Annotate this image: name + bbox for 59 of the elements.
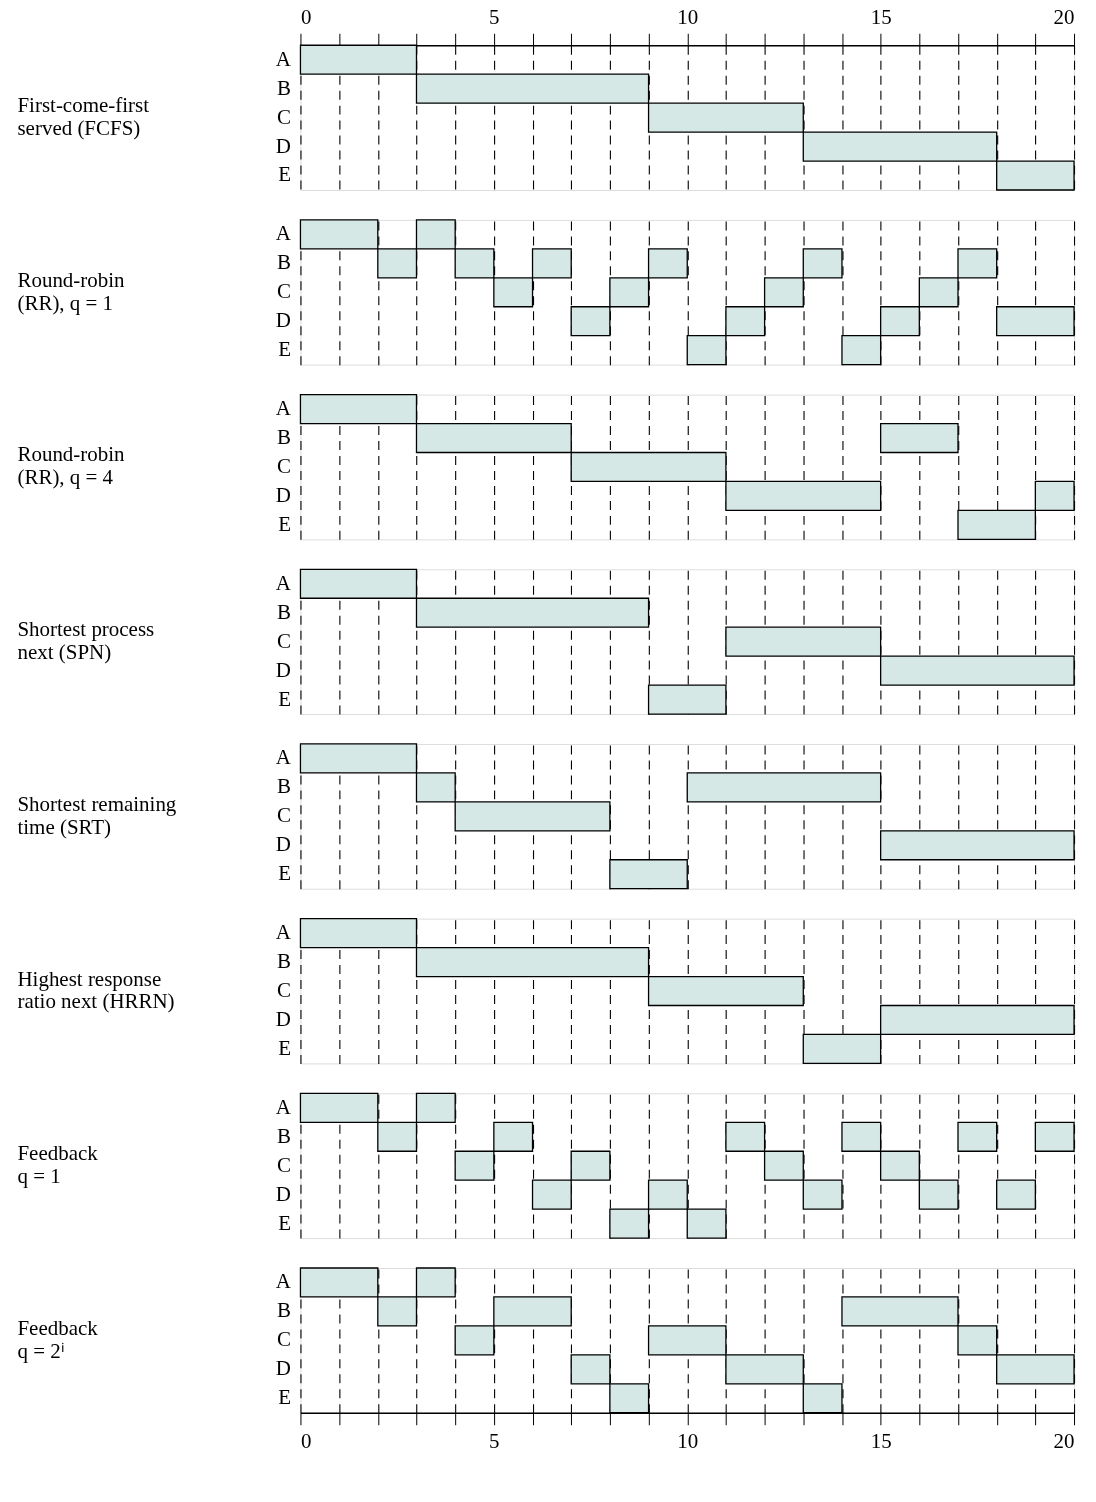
y-tick-label: C	[276, 978, 291, 1003]
y-axis-title: Shortest process next (SPN)	[17, 617, 155, 665]
y-tick-label: B	[276, 774, 291, 799]
x-tick-label: 0	[300, 1429, 312, 1454]
y-tick-label: B	[276, 599, 291, 624]
y-tick-label: D	[275, 1356, 291, 1381]
y-axis-title: Round-robin (RR), q = 1	[17, 267, 126, 315]
y-tick-label: B	[276, 949, 291, 974]
y-axis-title: Highest response ratio next (HRRN)	[17, 966, 175, 1014]
y-tick-label: C	[276, 628, 291, 653]
y-tick-label: A	[275, 920, 291, 945]
y-tick-label: C	[276, 453, 291, 478]
y-tick-label: C	[276, 1327, 291, 1352]
y-tick-label: D	[275, 308, 291, 333]
y-tick-label: B	[276, 75, 291, 100]
y-axis-title: Shortest remaining time (SRT)	[17, 791, 177, 839]
x-tick-label: 10	[677, 4, 699, 29]
y-tick-label: E	[278, 1385, 291, 1410]
y-tick-label: A	[275, 46, 291, 71]
x-tick-label: 20	[1053, 1429, 1075, 1454]
y-axis-title: Feedback q = 2ⁱ	[17, 1315, 99, 1363]
y-tick-label: D	[275, 1006, 291, 1031]
y-tick-label: A	[275, 396, 291, 421]
y-tick-label: A	[275, 221, 291, 246]
y-tick-label: C	[276, 279, 291, 304]
x-tick-label: 20	[1053, 4, 1075, 29]
y-axis-title: Feedback q = 1	[17, 1141, 99, 1189]
y-tick-label: B	[276, 1298, 291, 1323]
y-tick-label: D	[275, 657, 291, 682]
x-tick-label: 5	[489, 1429, 500, 1454]
y-tick-label: E	[278, 1035, 291, 1060]
y-tick-label: E	[278, 511, 291, 536]
y-tick-label: E	[278, 1210, 291, 1235]
y-tick-label: C	[276, 104, 291, 129]
y-tick-label: A	[275, 745, 291, 770]
y-tick-label: D	[275, 1181, 291, 1206]
y-tick-label: C	[276, 803, 291, 828]
y-tick-label: D	[275, 832, 291, 857]
bar	[879, 422, 959, 454]
x-tick-label: 10	[677, 1429, 699, 1454]
y-tick-label: E	[278, 861, 291, 886]
y-tick-label: B	[276, 1123, 291, 1148]
y-tick-label: D	[275, 133, 291, 158]
x-tick-label: 0	[300, 4, 312, 29]
y-tick-label: B	[276, 425, 291, 450]
y-tick-label: A	[275, 570, 291, 595]
x-tick-label: 15	[870, 1429, 892, 1454]
y-axis-title: First-come-first served (FCFS)	[17, 93, 150, 141]
x-tick-label: 15	[870, 4, 892, 29]
y-tick-label: E	[278, 162, 291, 187]
y-axis-title: Round-robin (RR), q = 4	[17, 442, 126, 490]
y-tick-label: A	[275, 1269, 291, 1294]
y-tick-label: B	[276, 250, 291, 275]
y-tick-label: D	[275, 482, 291, 507]
y-tick-label: E	[278, 686, 291, 711]
x-tick-label: 5	[489, 4, 500, 29]
y-tick-label: C	[276, 1152, 291, 1177]
y-tick-label: A	[275, 1094, 291, 1119]
y-tick-label: E	[278, 337, 291, 362]
